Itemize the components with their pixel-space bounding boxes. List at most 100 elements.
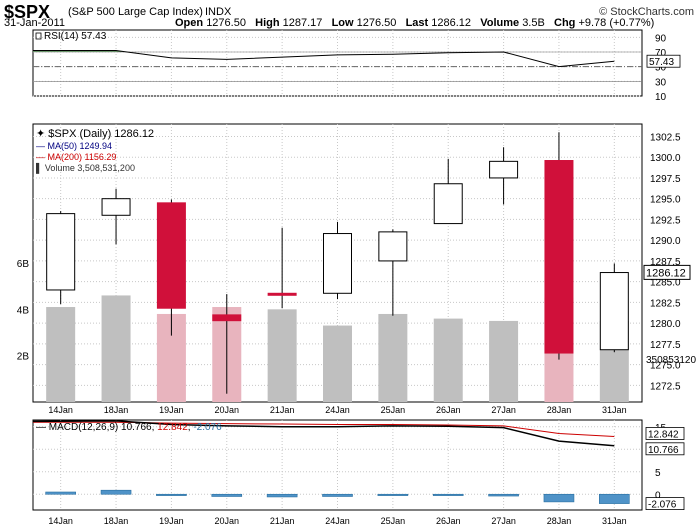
rsi-legend-icon [35,32,42,40]
macd-histogram-bar [211,493,243,497]
exchange: INDX [205,6,232,18]
volume-tick-label: 6B [17,259,30,270]
candle-body [323,233,352,294]
price-tick-label: 1272.5 [650,381,681,392]
high-value: 1287.17 [282,17,323,29]
price-date-label: 14Jan [48,405,73,415]
price-tick-label: 1300.0 [650,153,681,164]
volume-last-label: 350853120 [646,355,696,366]
macd-value-badge-label: 10.766 [648,445,679,456]
rsi-tick-label: 90 [655,33,667,44]
macd-legend-value: — MACD(12,26,9) 10.766, [36,422,157,433]
rsi-line [33,50,615,68]
price-tick-label: 1290.0 [650,236,681,247]
rsi-last-label: 57.43 [649,57,674,68]
price-tick-label: 1287.5 [650,257,681,268]
price-tick-label: 1277.5 [650,340,681,351]
rsi-tick-label: 70 [655,48,667,59]
last-label: Last [405,17,429,29]
volume-bar [433,318,463,402]
macd-date-label: 27Jan [491,516,516,526]
rsi-tick-label: 50 [655,63,667,74]
candle-body [267,292,297,296]
macd-date-label: 25Jan [381,516,406,526]
price-tick-label: 1292.5 [650,215,681,226]
candle-body [101,198,131,216]
macd-histogram-bar [599,493,630,504]
macd-date-label: 28Jan [547,516,572,526]
macd-legend: — MACD(12,26,9) 10.766, 12.842, -2.076 [36,422,222,433]
low-value: 1276.50 [356,17,397,29]
last-value: 1286.12 [431,17,472,29]
macd-date-label: 18Jan [104,516,129,526]
candle-body [489,160,519,179]
macd-value-badge [645,442,685,456]
macd-histogram-badge-label: -2.076 [648,500,677,511]
macd-date-label: 21Jan [270,516,295,526]
quote-date: 31-Jan-2011 [4,17,65,29]
macd-histogram-bar [432,493,464,496]
security-name: (S&P 500 Large Cap Index) [68,6,203,18]
macd-histogram-bar [100,489,132,495]
macd-histogram-bar [266,493,298,498]
price-tick-label: 1282.5 [650,298,681,309]
open-label: Open [175,17,204,29]
price-date-label: 27Jan [491,405,516,415]
price-last-label: 1286.12 [646,267,686,279]
price-date-label: 24Jan [325,405,350,415]
price-date-label: 26Jan [436,405,461,415]
macd-date-label: 24Jan [325,516,350,526]
volume-tick-label: 4B [17,305,30,316]
low-label: Low [331,17,354,29]
volume-bar [378,313,408,402]
price-date-label: 21Jan [270,405,295,415]
candle-body [599,272,629,351]
macd-signal-badge [645,427,685,440]
price-date-label: 28Jan [547,405,572,415]
volume-bar [46,307,76,402]
volume-legend: ▌ Volume 3,508,531,200 [36,162,135,174]
macd-date-label: 26Jan [436,516,461,526]
macd-legend-sep: , [188,422,194,433]
rsi-tick-label: 30 [655,77,667,88]
candle-body [46,213,76,291]
volume-tick-label: 2B [17,352,30,363]
price-tick-label: 1285.0 [650,278,681,289]
rsi-tick-label: 10 [655,92,667,103]
brand-logo: © StockCharts.com [599,6,694,18]
macd-histogram-bar [377,493,409,496]
volume-bar [267,309,297,402]
macd-histogram-bar [543,493,575,503]
price-tick-label: 1280.0 [650,319,681,330]
high-label: High [255,17,280,29]
volume-bar [323,325,352,402]
symbol: $SPX [4,2,51,22]
quote-bar: Open 1276.50 High 1287.17 Low 1276.50 La… [175,17,654,29]
candle-body [156,202,186,309]
ma50-legend: — MA(50) 1249.94 [36,141,112,151]
macd-legend-histogram: -2.076 [193,422,222,433]
price-legend-symbol: ✦ $SPX (Daily) 1286.12 [36,128,154,140]
price-date-label: 20Jan [215,405,240,415]
price-date-label: 31Jan [602,405,627,415]
price-date-label: 25Jan [381,405,406,415]
price-tick-label: 1275.0 [650,361,681,372]
volume-value: 3.5B [522,17,545,29]
volume-bar [101,295,131,402]
price-last-badge [643,264,691,280]
macd-tick-label: 0 [655,490,661,501]
candle-body [433,183,463,225]
macd-histogram-bar [488,493,519,497]
macd-histogram-bar [156,493,187,496]
candle-body [212,314,242,322]
macd-date-label: 20Jan [215,516,240,526]
price-tick-label: 1297.5 [650,174,681,185]
macd-histogram-bar [322,493,353,497]
macd-line [32,420,615,447]
volume-bar [489,320,519,402]
open-value: 1276.50 [206,17,246,29]
price-tick-label: 1302.5 [650,132,681,143]
price-tick-label: 1295.0 [650,195,681,206]
macd-histogram-bar [45,491,76,495]
